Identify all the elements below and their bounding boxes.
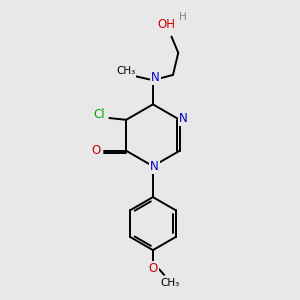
Text: Cl: Cl bbox=[94, 108, 106, 121]
Text: OH: OH bbox=[158, 18, 175, 31]
Text: N: N bbox=[150, 160, 159, 173]
Text: N: N bbox=[151, 71, 160, 84]
Text: O: O bbox=[148, 262, 158, 275]
Text: H: H bbox=[179, 13, 187, 22]
Text: CH₃: CH₃ bbox=[116, 66, 136, 76]
Text: N: N bbox=[179, 112, 188, 125]
Text: CH₃: CH₃ bbox=[160, 278, 180, 288]
Text: O: O bbox=[91, 144, 101, 157]
